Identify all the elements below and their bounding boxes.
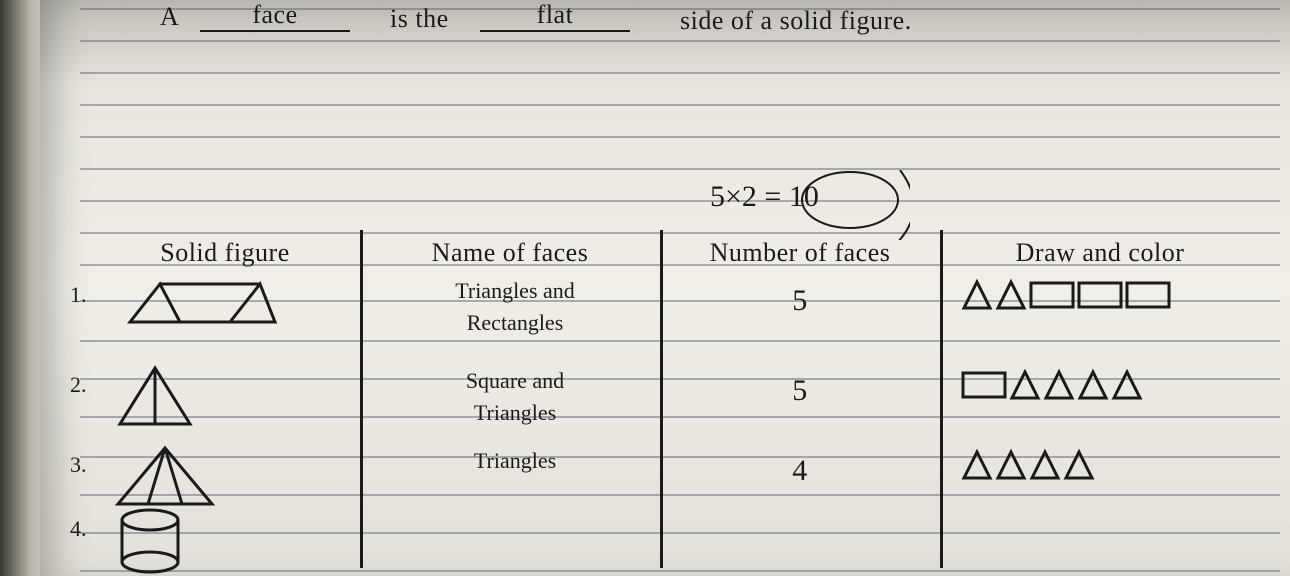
column-divider [940,230,943,568]
rule-line [80,104,1280,106]
annotation-math: 5×2 = 10 [700,170,910,245]
header-solid-figure: Solid figure [100,238,350,268]
faces-name-line1: Triangles [380,448,650,474]
rule-line [80,200,1280,202]
sentence-mid: is the [390,4,449,34]
draw-and-color-shapes [960,368,1280,402]
draw-and-color-shapes [960,448,1280,482]
column-divider [360,230,363,568]
faces-count: 5 [740,284,860,318]
notebook-page: A face is the flat side of a solid figur… [40,0,1290,576]
row-number: 1. [70,282,87,308]
rule-line [80,416,1280,418]
rule-line [80,532,1280,534]
header-name-of-faces: Name of faces [370,238,650,268]
faces-count: 5 [740,374,860,408]
faces-count: 4 [740,454,860,488]
rule-line [80,494,1280,496]
solid-figure-cylinder [110,506,190,576]
rule-line [80,340,1280,342]
faces-name-line1: Square and [380,368,650,394]
faces-name-line2: Rectangles [380,310,650,336]
row-number: 2. [70,372,87,398]
rule-line [80,570,1280,572]
rule-line [80,40,1280,42]
rule-line [80,72,1280,74]
faces-name-line1: Triangles and [380,278,650,304]
annotation-text: 5×2 = 10 [710,180,819,214]
header-draw-and-color: Draw and color [960,238,1240,268]
sentence-blank-2: flat [480,0,630,32]
rule-line [80,136,1280,138]
solid-figure-square-pyramid [110,362,200,437]
draw-and-color-shapes [960,278,1280,312]
rule-line [80,168,1280,170]
column-divider [660,230,663,568]
row-number: 4. [70,516,87,542]
solid-figure-triangular-prism [110,272,280,337]
rule-line [80,232,1280,234]
sentence-prefix: A [160,2,179,32]
row-number: 3. [70,452,87,478]
sentence-rest: side of a solid figure. [680,6,912,36]
header-number-of-faces: Number of faces [670,238,930,268]
faces-name-line2: Triangles [380,400,650,426]
sentence-blank-1: face [200,0,350,32]
